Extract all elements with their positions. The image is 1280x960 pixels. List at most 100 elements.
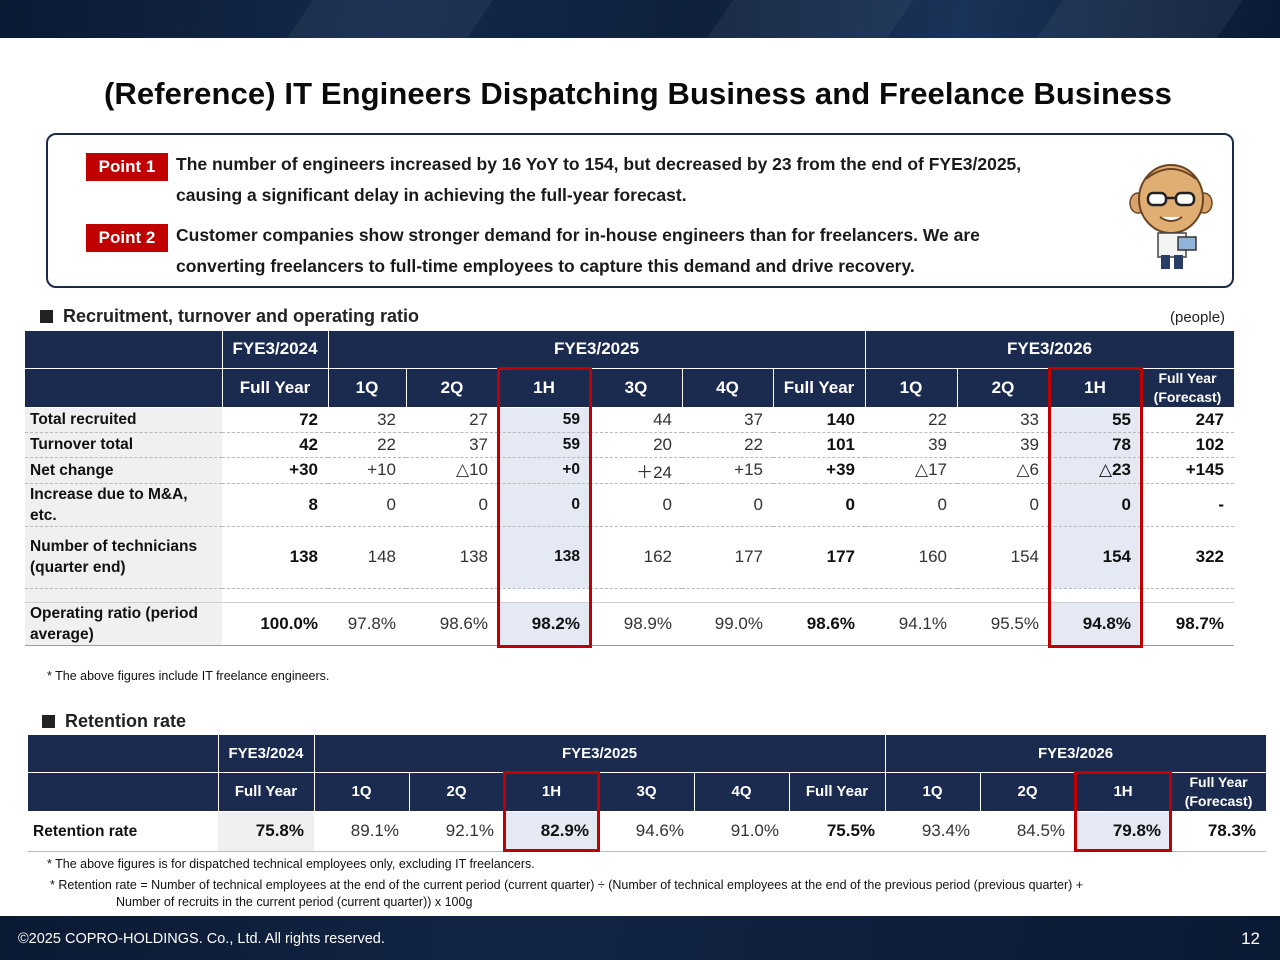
- table-cell: △10: [406, 457, 498, 484]
- table-cell: 37: [682, 407, 773, 433]
- table-cell: 78.3%: [1171, 811, 1267, 852]
- header-2q: 2Q: [957, 368, 1050, 408]
- key-points-box: Point 1 The number of engineers increase…: [46, 133, 1234, 288]
- table-cell: 322: [1141, 526, 1234, 589]
- spacer-cell: [498, 588, 590, 603]
- note-retention-formula: * Retention rate = Number of technical e…: [50, 878, 1084, 892]
- table-cell: 33: [957, 407, 1049, 433]
- spacer-cell: [222, 588, 328, 603]
- table-cell: 20: [590, 432, 682, 458]
- footer: ©2025 COPRO-HOLDINGS. Co., Ltd. All righ…: [0, 916, 1280, 960]
- header-blank: [28, 735, 219, 773]
- table-cell: 82.9%: [504, 811, 599, 852]
- row-label-line-2: (quarter end): [30, 559, 126, 576]
- table-cell: 100.0%: [222, 602, 328, 646]
- table-cell: +0: [498, 457, 590, 484]
- header-blank: [25, 368, 223, 408]
- point-2-line-2: converting freelancers to full-time empl…: [176, 256, 915, 276]
- table-cell: △23: [1049, 457, 1141, 484]
- table-cell: 27: [406, 407, 498, 433]
- header-1q: 1Q: [885, 772, 981, 812]
- table-cell: 0: [682, 483, 773, 527]
- table-cell: ＋24: [590, 457, 682, 484]
- row-label-line-1: Net change: [30, 461, 114, 479]
- table-cell: △17: [865, 457, 957, 484]
- table-cell: 99.0%: [682, 602, 773, 646]
- table-cell: 98.2%: [498, 602, 590, 646]
- table-cell: 162: [590, 526, 682, 589]
- point-2-badge: Point 2: [86, 224, 168, 252]
- table-cell: 39: [957, 432, 1049, 458]
- table-cell: 247: [1141, 407, 1234, 433]
- header-blank: [25, 331, 223, 369]
- spacer-cell: [25, 588, 222, 603]
- table-cell: 59: [498, 407, 590, 433]
- header-2q: 2Q: [406, 368, 499, 408]
- table-cell: 0: [1049, 483, 1141, 527]
- row-label: Number of technicians (quarter end): [25, 526, 222, 589]
- table-cell: 37: [406, 432, 498, 458]
- header-forecast: Full Year (Forecast): [1171, 772, 1267, 812]
- row-label: Net change: [25, 457, 222, 484]
- retention-table: FYE3/2024 FYE3/2025 FYE3/2026 Full Year …: [28, 735, 1267, 852]
- row-label: Retention rate: [28, 811, 218, 852]
- header-1q: 1Q: [314, 772, 410, 812]
- header-fye2024: FYE3/2024: [218, 735, 315, 773]
- row-label-line-1: Total recruited: [30, 411, 137, 428]
- note-freelance: * The above figures include IT freelance…: [47, 669, 330, 683]
- point-2-line-1: Customer companies show stronger demand …: [176, 225, 980, 245]
- point-1-text: The number of engineers increased by 16 …: [176, 149, 1021, 211]
- table-cell: 102: [1141, 432, 1234, 458]
- header-1q: 1Q: [328, 368, 407, 408]
- row-label: Total recruited: [25, 407, 222, 433]
- header-1h: 1H: [498, 368, 591, 408]
- header-fye2024: FYE3/2024: [222, 331, 329, 369]
- table-cell: 94.6%: [599, 811, 694, 852]
- table-cell: △6: [957, 457, 1049, 484]
- row-label-line-2: average): [30, 625, 94, 643]
- header-fye2025: FYE3/2025: [314, 735, 886, 773]
- spacer-cell: [773, 588, 865, 603]
- table-cell: 98.6%: [406, 602, 498, 646]
- spacer-cell: [682, 588, 773, 603]
- bullet-square-icon: [40, 310, 53, 323]
- table-cell: +10: [328, 457, 406, 484]
- point-1-line-2: causing a significant delay in achieving…: [176, 185, 687, 205]
- table-cell: 89.1%: [314, 811, 409, 852]
- table-cell: 98.7%: [1141, 602, 1234, 646]
- header-fye2026: FYE3/2026: [885, 735, 1267, 773]
- table-cell: +39: [773, 457, 865, 484]
- table-cell: 94.8%: [1049, 602, 1141, 646]
- header-full-year: Full Year: [222, 368, 329, 408]
- table-cell: 154: [1049, 526, 1141, 589]
- header-4q: 4Q: [694, 772, 790, 812]
- table-cell: 72: [222, 407, 328, 433]
- header-forecast-line-1: Full Year: [1189, 773, 1248, 790]
- table-cell: 0: [498, 483, 590, 527]
- table-cell: 22: [682, 432, 773, 458]
- row-label-line-1: Number of technicians: [30, 538, 198, 555]
- row-label: Operating ratio (period average): [25, 602, 222, 646]
- table-cell: 39: [865, 432, 957, 458]
- mascot-illustration: [1129, 164, 1213, 269]
- point-2: Point 2 Customer companies show stronger…: [86, 220, 980, 282]
- header-3q: 3Q: [590, 368, 683, 408]
- table-cell: 75.8%: [218, 811, 314, 852]
- table-cell: +30: [222, 457, 328, 484]
- table-cell: 59: [498, 432, 590, 458]
- table-cell: 79.8%: [1075, 811, 1172, 852]
- spacer-cell: [1141, 588, 1234, 603]
- table-cell: +145: [1141, 457, 1234, 484]
- section-retention-label: Retention rate: [42, 711, 186, 732]
- table-cell: 160: [865, 526, 957, 589]
- table-cell: 0: [957, 483, 1049, 527]
- table-cell: 0: [773, 483, 865, 527]
- header-4q: 4Q: [682, 368, 774, 408]
- spacer-cell: [1049, 588, 1141, 603]
- table-cell: 8: [222, 483, 328, 527]
- header-2q: 2Q: [409, 772, 505, 812]
- table-cell: +15: [682, 457, 773, 484]
- table-cell: 0: [328, 483, 406, 527]
- header-blank: [28, 772, 219, 812]
- row-label: Increase due to M&A, etc.: [25, 483, 222, 527]
